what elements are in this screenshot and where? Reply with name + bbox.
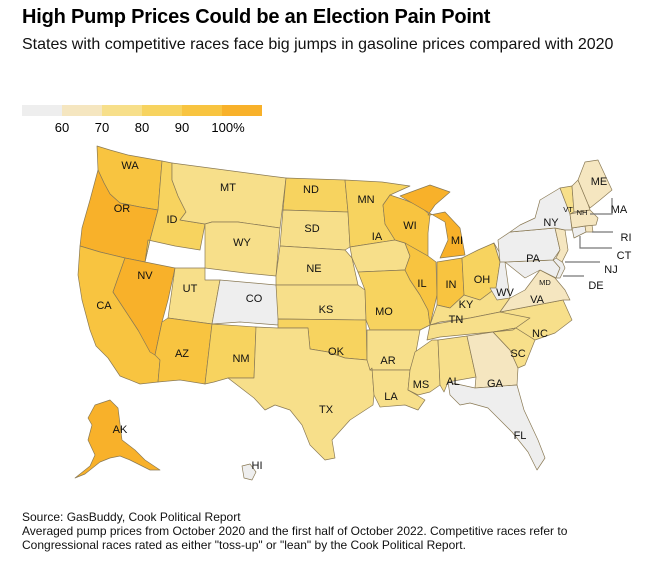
legend-swatch-1 xyxy=(62,105,102,116)
state-label-nh: NH xyxy=(577,208,588,217)
legend-swatch-0 xyxy=(22,105,62,116)
state-label-mt: MT xyxy=(220,182,236,194)
legend-swatch-3 xyxy=(142,105,182,116)
state-label-ar: AR xyxy=(380,355,395,367)
state-label-ma: MA xyxy=(611,204,628,216)
state-label-wa: WA xyxy=(121,160,139,172)
state-label-nc: NC xyxy=(532,328,548,340)
leader-line-ma xyxy=(590,198,613,215)
state-label-oh: OH xyxy=(474,274,491,286)
state-label-mn: MN xyxy=(357,194,374,206)
state-label-va: VA xyxy=(530,294,545,306)
state-label-fl: FL xyxy=(514,430,527,442)
state-label-or: OR xyxy=(114,203,131,215)
state-label-hi: HI xyxy=(252,460,263,472)
legend-swatch-4 xyxy=(182,105,222,116)
state-label-az: AZ xyxy=(175,348,189,360)
state-label-wy: WY xyxy=(233,237,251,249)
state-ut xyxy=(167,267,221,325)
methodology-note: Averaged pump prices from October 2020 a… xyxy=(22,524,568,552)
state-label-ks: KS xyxy=(319,304,334,316)
state-label-ne: NE xyxy=(306,263,321,275)
state-mt xyxy=(171,162,287,229)
state-nc xyxy=(492,299,573,341)
state-label-ak: AK xyxy=(113,424,128,436)
state-label-ms: MS xyxy=(413,379,430,391)
state-label-la: LA xyxy=(384,391,398,403)
state-wv xyxy=(489,242,511,301)
state-label-nv: NV xyxy=(137,270,153,282)
state-label-co: CO xyxy=(246,293,263,305)
state-label-in: IN xyxy=(446,279,457,291)
state-label-me: ME xyxy=(591,176,608,188)
state-label-nm: NM xyxy=(232,353,249,365)
state-label-vt: VT xyxy=(563,205,573,214)
chart-title: High Pump Prices Could be an Election Pa… xyxy=(22,6,491,28)
state-label-md: MD xyxy=(539,278,551,287)
state-label-ga: GA xyxy=(487,378,504,390)
legend-tick-label: 70 xyxy=(94,120,110,135)
legend-tick-label: 80 xyxy=(134,120,150,135)
state-label-tx: TX xyxy=(319,404,334,416)
state-ms xyxy=(407,339,441,396)
state-label-ny: NY xyxy=(543,217,559,229)
state-va xyxy=(499,269,571,313)
state-label-al: AL xyxy=(446,376,459,388)
leader-line-ct xyxy=(579,236,612,249)
legend-tick-labels: 60 70 80 90 100% xyxy=(22,120,262,138)
state-tx xyxy=(227,326,375,461)
state-label-de: DE xyxy=(588,280,603,292)
legend-swatch-2 xyxy=(102,105,142,116)
legend-swatch-5 xyxy=(222,105,262,116)
state-label-wi: WI xyxy=(403,220,416,232)
state-sd xyxy=(279,209,351,251)
state-wy xyxy=(204,221,281,277)
state-label-tn: TN xyxy=(449,314,464,326)
state-mi xyxy=(399,184,466,259)
state-label-pa: PA xyxy=(526,253,541,265)
state-label-ct: CT xyxy=(617,250,632,262)
state-label-il: IL xyxy=(417,278,426,290)
state-nh xyxy=(571,179,591,213)
state-label-sc: SC xyxy=(510,348,525,360)
state-label-id: ID xyxy=(167,214,178,226)
legend-tick-label: 60 xyxy=(54,120,70,135)
state-label-mi: MI xyxy=(451,235,463,247)
state-label-ut: UT xyxy=(183,283,198,295)
state-hi xyxy=(241,463,257,481)
state-label-ca: CA xyxy=(96,300,112,312)
chart-footer: Source: GasBuddy, Cook Political Report … xyxy=(22,510,642,552)
state-ak xyxy=(74,399,161,479)
legend-color-bar xyxy=(22,105,262,116)
state-label-wv: WV xyxy=(496,287,514,299)
state-label-ky: KY xyxy=(459,299,474,311)
state-label-nd: ND xyxy=(303,184,319,196)
state-me xyxy=(577,159,613,209)
state-label-ri: RI xyxy=(621,232,632,244)
state-label-sd: SD xyxy=(304,223,319,235)
legend-tick-label: 90 xyxy=(174,120,190,135)
state-fl xyxy=(447,381,546,471)
source-note: Source: GasBuddy, Cook Political Report xyxy=(22,510,241,524)
legend-tick-label: 100% xyxy=(211,120,245,135)
state-label-mo: MO xyxy=(375,306,393,318)
state-il xyxy=(404,242,438,326)
state-label-nj: NJ xyxy=(604,264,617,276)
state-label-ia: IA xyxy=(372,231,383,243)
color-legend: 60 70 80 90 100% xyxy=(22,105,262,138)
state-label-ok: OK xyxy=(328,346,345,358)
us-map: WA OR CA NV ID MT WY UT CO AZ NM ND SD NE KS OK TX MN IA MO… xyxy=(74,145,632,481)
chart-subtitle: States with competitive races face big j… xyxy=(22,36,614,53)
